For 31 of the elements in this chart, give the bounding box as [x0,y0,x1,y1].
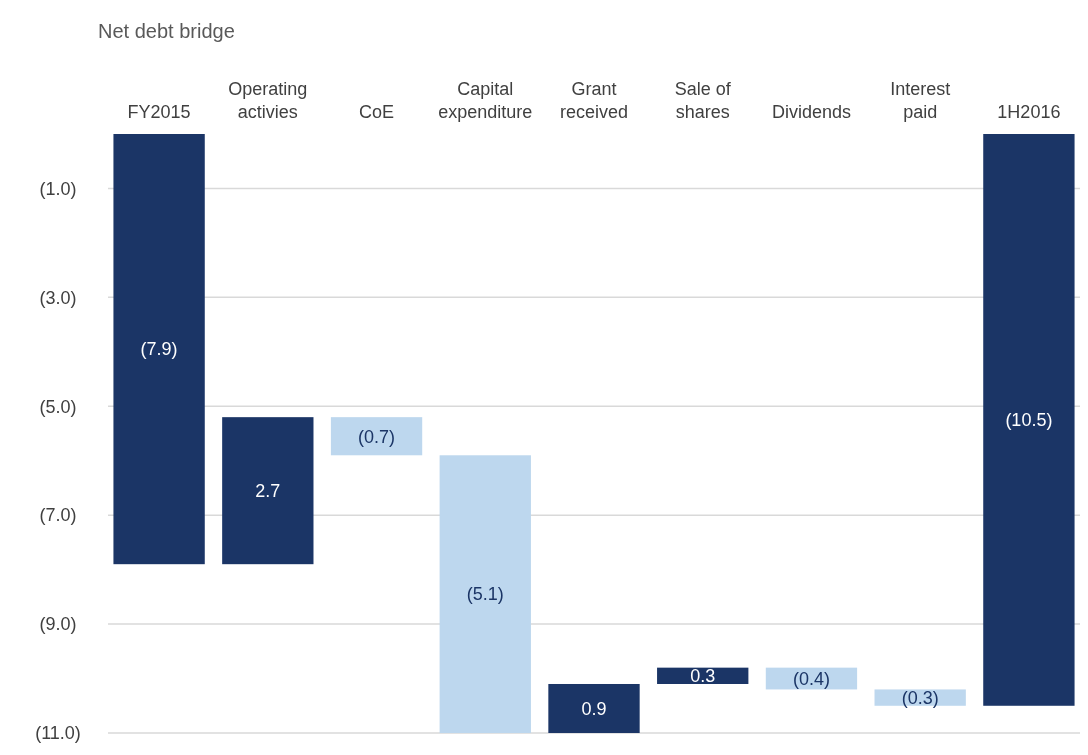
data-label: (0.4) [792,668,830,689]
chart-title: Net debt bridge [98,20,235,42]
data-label: (0.7) [358,426,396,447]
x-tick-label: Capital expenditure [438,79,533,122]
x-tick-label: Dividends [771,102,851,122]
y-tick-label: (3.0) [39,287,77,308]
bar [330,417,423,456]
x-tick-label: FY2015 [127,102,191,122]
y-tick-label: (5.0) [39,396,77,417]
bar [439,455,531,733]
y-tick-label: (9.0) [39,614,77,635]
x-tick-label: Interest paid [890,79,951,122]
x-tick-label: Grant received [559,79,629,122]
data-label: (10.5) [1005,410,1053,431]
y-tick-label: (7.0) [39,505,77,526]
x-tick-label: 1H2016 [997,102,1061,122]
x-tick-label: Operating activies [228,79,308,122]
y-tick-label: (11.0) [35,723,81,744]
x-tick-label: CoE [359,102,395,122]
x-tick-label: Sale of shares [674,79,732,122]
bar [548,683,640,733]
bar [983,134,1075,706]
bar [222,417,314,565]
data-label: (7.9) [140,339,178,360]
data-label: (0.3) [901,687,939,708]
data-label: 2.7 [255,480,281,501]
y-tick-label: (1.0) [39,178,77,199]
data-label: 0.9 [581,698,607,719]
bar [113,134,205,565]
data-label: 0.3 [690,666,716,687]
data-label: (5.1) [466,584,504,605]
